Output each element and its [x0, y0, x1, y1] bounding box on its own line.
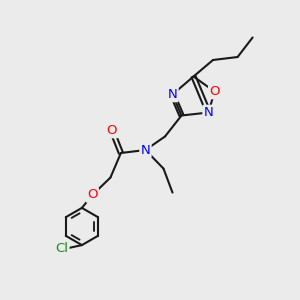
Text: O: O: [87, 188, 98, 202]
Text: Cl: Cl: [55, 242, 68, 255]
Text: N: N: [204, 106, 213, 119]
Text: O: O: [107, 124, 117, 137]
Text: N: N: [168, 88, 177, 101]
Text: N: N: [141, 143, 150, 157]
Text: O: O: [209, 85, 220, 98]
